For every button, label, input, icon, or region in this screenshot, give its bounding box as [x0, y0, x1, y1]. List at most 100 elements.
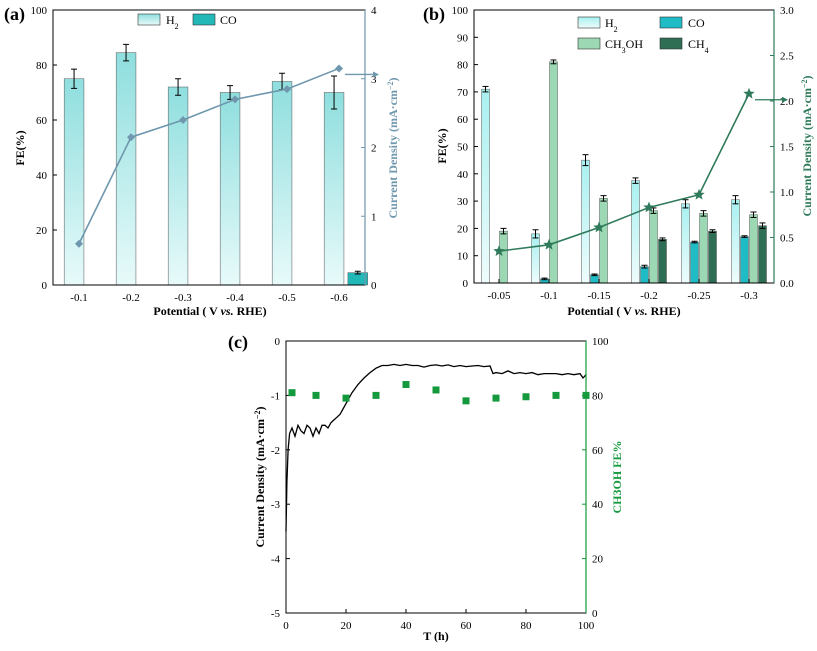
bar-h2-1 [115, 52, 137, 286]
bar-h2-4 [681, 203, 690, 284]
fe-point [402, 381, 410, 389]
panel-a-legend: H2 CO [137, 13, 237, 31]
panel-a: (a) 0 20 40 60 80 100 0 1 2 3 4 -0.1 -0.2 -0.3 -0.4 -0.… [4, 4, 400, 318]
x-tick-label: -0.1 [540, 290, 557, 302]
y2-tick-label: 20 [592, 554, 604, 566]
y2-tick-label: 2 [371, 143, 377, 155]
y-tick-label: 80 [36, 60, 48, 72]
y2-tick-label: 3.0 [780, 5, 794, 17]
current-density-point [493, 245, 505, 256]
current-density-point [231, 95, 239, 104]
legend-swatch-co [192, 13, 216, 26]
y-tick-label: -3 [271, 499, 281, 511]
x-tick-label: -0.2 [640, 290, 657, 302]
bar-ch3oh-4 [699, 213, 708, 284]
axis-arrow-head [782, 96, 788, 103]
y2-tick-label: 2.5 [780, 51, 794, 63]
panel-c-xlabel: T (h) [423, 629, 448, 643]
legend-label-ch4: CH4 [688, 37, 709, 55]
legend-swatch-h2 [577, 16, 601, 29]
legend-swatch-co [659, 16, 683, 29]
current-density-point [693, 188, 705, 200]
x-tick-label: -0.2 [122, 292, 139, 304]
bar-ch3oh-3 [649, 210, 658, 284]
legend-swatch-ch3oh [577, 37, 601, 50]
bar-co-3 [640, 266, 649, 284]
panel-a-frame [52, 9, 366, 286]
current-density-point [743, 87, 755, 99]
bar-h2-0 [63, 78, 85, 286]
fe-point [522, 393, 530, 401]
x-tick-label: -0.05 [488, 290, 511, 302]
legend-label-h2: H2 [166, 13, 179, 31]
bar-h2-4 [271, 81, 293, 286]
bar-ch3oh-2 [599, 198, 608, 284]
current-density-point [283, 85, 291, 94]
bar-h2-2 [581, 159, 590, 284]
panel-c-frame [285, 340, 587, 614]
fe-point [372, 391, 380, 399]
current-density-line [285, 363, 587, 532]
y-tick-label: 20 [36, 225, 48, 237]
y-tick-label: 100 [31, 5, 48, 17]
x-tick-label: -0.3 [740, 290, 758, 302]
y2-tick-label: 0.0 [780, 278, 794, 290]
current-density-point [543, 238, 555, 250]
panel-a-ylabel: FE(%) [13, 130, 27, 165]
current-density-point [593, 221, 605, 233]
y2-tick-label: 0 [592, 608, 598, 620]
panel-b-label: (b) [423, 4, 445, 25]
y-tick-label: 70 [457, 87, 469, 99]
fe-point [288, 389, 296, 397]
y-tick-label: -4 [271, 554, 281, 566]
y-tick-label: 60 [457, 114, 469, 126]
y-tick-label: -1 [271, 390, 280, 402]
y2-tick-label: 1 [371, 211, 377, 223]
legend-label-h2: H2 [605, 16, 618, 34]
y2-tick-label: 1.0 [780, 187, 794, 199]
bar-h2-3 [219, 92, 241, 286]
bar-co-4 [690, 241, 699, 284]
x-tick-label: 20 [341, 620, 353, 632]
x-tick-label: 40 [401, 620, 413, 632]
x-tick-label: -0.5 [278, 292, 296, 304]
bar-h2-1 [531, 233, 540, 284]
y-tick-label: 0 [275, 336, 281, 348]
x-tick-label: -0.25 [688, 290, 711, 302]
y-tick-label: 80 [457, 60, 469, 72]
fe-point [552, 391, 560, 399]
y-tick-label: 40 [457, 169, 469, 181]
panel-b-y2label: Current Density (mA·cm−2) [800, 76, 815, 217]
x-tick-label: 100 [578, 620, 595, 632]
x-tick-label: -0.15 [588, 290, 611, 302]
y2-tick-label: 4 [371, 5, 377, 17]
y-tick-label: -5 [271, 608, 281, 620]
fe-point [342, 394, 350, 402]
panel-a-xlabel: Potential ( V vs. RHE) [153, 304, 266, 318]
y-tick-label: 50 [457, 142, 469, 154]
y-tick-label: 10 [457, 251, 469, 263]
current-density-line [498, 93, 750, 252]
bar-co-5 [740, 236, 749, 284]
legend-label-ch3oh: CH3OH [605, 37, 643, 55]
panel-b-ylabel: FE(%) [435, 128, 449, 163]
panel-a-y2label: Current Density (mA·cm−2) [386, 78, 401, 219]
bar-ch4-4 [708, 230, 717, 284]
y-tick-label: 20 [457, 223, 469, 235]
x-tick-label: -0.3 [174, 292, 192, 304]
x-tick-label: -0.6 [330, 292, 348, 304]
legend-swatch-ch4 [659, 37, 683, 50]
bar-h2-2 [167, 86, 189, 286]
panel-c-ylabel: Current Density (mA·cm−2) [253, 407, 268, 548]
bar-h2-5 [323, 92, 345, 286]
y-tick-label: 0 [42, 280, 48, 292]
bar-ch3oh-5 [749, 214, 758, 284]
bar-h2-5 [731, 199, 740, 284]
bar-ch4-3 [658, 239, 667, 284]
current-density-point [179, 116, 187, 124]
bar-ch3oh-0 [499, 230, 508, 284]
bar-h2-0 [481, 88, 490, 284]
panel-c-y2label: CH3OH FE% [610, 440, 624, 513]
